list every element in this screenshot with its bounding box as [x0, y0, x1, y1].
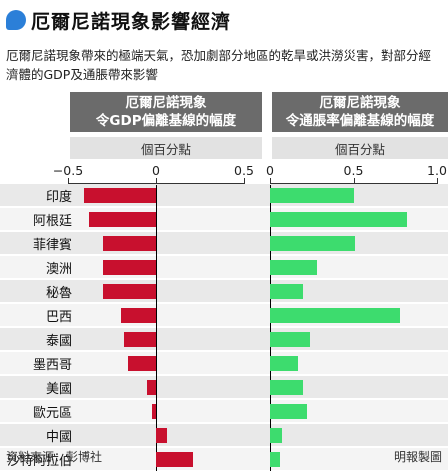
- inflation-tick-mark: [270, 178, 271, 184]
- category-label: 美國: [45, 381, 72, 397]
- gdp-tick-label: −0.5: [52, 163, 84, 178]
- gdp-bar-8: [127, 355, 156, 371]
- inflation-tick-mark: [437, 178, 438, 184]
- inflation-bar-5: [270, 283, 304, 299]
- inflation-unit-label: 個百分點: [272, 137, 448, 159]
- row-background: [0, 328, 448, 350]
- category-label: 泰國: [45, 333, 72, 349]
- inflation-bar-3: [270, 235, 356, 251]
- inflation-bar-2: [270, 211, 407, 227]
- inflation-bar-12: [270, 451, 281, 467]
- gdp-unit-label: 個百分點: [70, 137, 262, 159]
- gdp-bar-12: [156, 451, 193, 467]
- category-label: 墨西哥: [32, 357, 72, 373]
- gdp-panel-title-line-2: 令GDP偏離基線的幅度: [95, 113, 237, 129]
- inflation-bar-6: [270, 307, 401, 323]
- row-background: [0, 424, 448, 446]
- category-label: 沙特阿拉伯: [6, 453, 72, 469]
- category-label: 巴西: [45, 309, 72, 325]
- gdp-bar-4: [103, 259, 156, 275]
- gdp-tick-mark: [68, 178, 69, 184]
- gdp-panel-title-line-1: 厄爾尼諾現象: [125, 95, 207, 111]
- gdp-bar-1: [83, 187, 156, 203]
- category-label: 澳洲: [45, 261, 72, 277]
- category-label: 菲律賓: [32, 237, 72, 253]
- row-background: [0, 400, 448, 422]
- inflation-tick-label: 0: [266, 163, 274, 178]
- inflation-bar-11: [270, 427, 282, 443]
- row-background: [0, 352, 448, 374]
- row-background: [0, 376, 448, 398]
- category-label: 歐元區: [32, 405, 72, 421]
- inflation-panel-title-line-2: 令通脹率偏離基線的幅度: [285, 113, 435, 129]
- inflation-bar-1: [270, 187, 354, 203]
- gdp-bar-7: [124, 331, 156, 347]
- gdp-tick-label: 0: [152, 163, 160, 178]
- title-row: 厄爾尼諾現象影響經濟: [6, 5, 231, 35]
- category-label: 印度: [45, 189, 72, 205]
- inflation-bar-7: [270, 331, 311, 347]
- title-bullet-icon: [6, 10, 26, 30]
- page-title: 厄爾尼諾現象影響經濟: [31, 10, 232, 33]
- row-background: [0, 448, 448, 470]
- inflation-zero-line: [270, 185, 271, 471]
- source-note: 資料來源：彭博社: [6, 450, 103, 464]
- gdp-bar-10: [152, 403, 156, 419]
- gdp-bar-9: [147, 379, 156, 395]
- inflation-panel-header: 厄爾尼諾現象 令通脹率偏離基線的幅度: [272, 92, 448, 132]
- gdp-zero-line: [156, 185, 157, 471]
- inflation-bar-8: [270, 355, 299, 371]
- inflation-bar-4: [270, 259, 317, 275]
- category-label: 阿根廷: [32, 213, 72, 229]
- inflation-tick-label: 0.5: [343, 163, 364, 178]
- category-label: 秘魯: [45, 285, 72, 301]
- gdp-bar-5: [103, 283, 156, 299]
- gdp-panel-header: 厄爾尼諾現象 令GDP偏離基線的幅度: [70, 92, 262, 132]
- inflation-bar-10: [270, 403, 307, 419]
- gdp-bar-2: [89, 211, 156, 227]
- page-subtitle: 厄爾尼諾現象帶來的極端天氣，恐加劇部分地區的乾旱或洪澇災害，對部分經濟體的GDP…: [6, 48, 432, 82]
- gdp-bar-3: [103, 235, 156, 251]
- gdp-bar-11: [156, 427, 167, 443]
- gdp-bar-6: [120, 307, 156, 323]
- gdp-tick-label: 0.5: [234, 163, 254, 178]
- credit-note: 明報製圖: [393, 450, 442, 464]
- gdp-tick-mark: [244, 178, 245, 184]
- inflation-tick-label: 1.0: [427, 163, 447, 178]
- inflation-bar-9: [270, 379, 304, 395]
- inflation-tick-mark: [353, 178, 355, 184]
- gdp-tick-mark: [156, 178, 157, 184]
- category-label: 中國: [45, 429, 72, 445]
- inflation-panel-title-line-1: 厄爾尼諾現象: [319, 95, 401, 111]
